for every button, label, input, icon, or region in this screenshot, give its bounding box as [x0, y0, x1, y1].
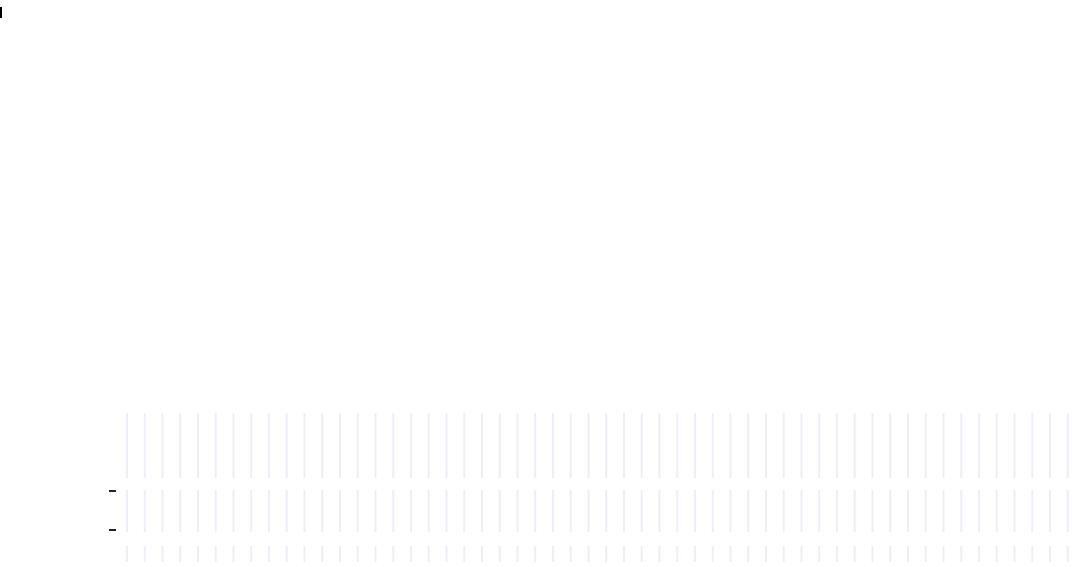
multiz-alignment-track[interactable] — [116, 413, 1078, 478]
phastcons-signal-track[interactable] — [116, 490, 1078, 532]
phastcons-axis-max-tick — [109, 490, 116, 492]
grid-lines — [116, 0, 1078, 567]
insect-elements-track[interactable] — [116, 546, 1078, 562]
scale-bar-right-tick — [0, 7, 2, 18]
position-highlight-line — [0, 0, 3, 567]
phastcons-axis-min-tick — [109, 529, 116, 531]
